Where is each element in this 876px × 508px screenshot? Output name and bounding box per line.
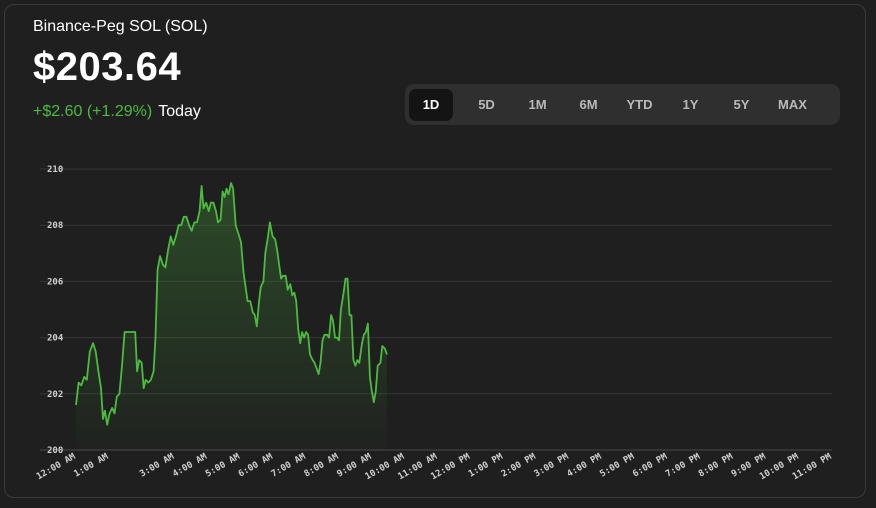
change-period: Today bbox=[158, 103, 201, 120]
x-tick-label: 1:00 AM bbox=[73, 452, 111, 480]
price-change: +$2.60 (+1.29%) bbox=[33, 103, 153, 120]
y-axis: 200 202 204 206 208 210 bbox=[47, 165, 64, 456]
y-tick-label: 200 bbox=[47, 446, 63, 456]
x-tick-label: 6:00 AM bbox=[237, 452, 275, 480]
range-1m-button[interactable]: 1M bbox=[528, 97, 547, 112]
x-tick-label: 5:00 PM bbox=[598, 452, 636, 480]
x-tick-label: 4:00 AM bbox=[171, 452, 209, 480]
chart-series bbox=[75, 182, 388, 450]
time-range-selector: 1D 5D 1M 6M YTD 1Y 5Y MAX bbox=[405, 84, 840, 125]
x-tick-label: 4:00 PM bbox=[566, 452, 604, 480]
range-5y-button[interactable]: 5Y bbox=[733, 97, 750, 112]
y-tick-label: 210 bbox=[47, 165, 63, 175]
x-tick-label: 7:00 AM bbox=[270, 452, 308, 480]
y-tick-label: 208 bbox=[47, 221, 63, 231]
x-tick-label: 12:00 AM bbox=[35, 452, 78, 483]
range-max-button[interactable]: MAX bbox=[778, 97, 807, 112]
y-tick-label: 202 bbox=[47, 390, 63, 400]
x-tick-label: 6:00 PM bbox=[631, 452, 669, 480]
y-tick-label: 206 bbox=[47, 277, 63, 287]
y-tick-label: 204 bbox=[47, 334, 64, 344]
range-1d-button[interactable]: 1D bbox=[409, 88, 453, 121]
x-tick-label: 8:00 AM bbox=[303, 452, 341, 480]
range-ytd-button[interactable]: YTD bbox=[626, 97, 653, 112]
asset-name: Binance-Peg SOL (SOL) bbox=[33, 18, 208, 35]
x-tick-label: 5:00 AM bbox=[204, 452, 242, 480]
x-tick-label: 2:00 PM bbox=[500, 452, 538, 480]
price-change-row: +$2.60 (+1.29%) Today bbox=[33, 103, 201, 121]
range-1y-button[interactable]: 1Y bbox=[682, 97, 699, 112]
price-line bbox=[75, 182, 388, 426]
x-tick-label: 1:00 PM bbox=[467, 452, 505, 480]
range-5d-button[interactable]: 5D bbox=[478, 97, 495, 112]
price-area-fill bbox=[76, 183, 387, 450]
x-tick-label: 7:00 PM bbox=[664, 452, 702, 480]
range-6m-button[interactable]: 6M bbox=[579, 97, 598, 112]
x-tick-label: 8:00 PM bbox=[697, 452, 735, 480]
x-tick-label: 3:00 PM bbox=[533, 452, 571, 480]
x-axis: 12:00 AM1:00 AM 3:00 AM4:00 AM5:00 AM6:00… bbox=[35, 452, 834, 483]
x-tick-label: 3:00 AM bbox=[138, 452, 176, 480]
current-price: $203.64 bbox=[33, 45, 182, 89]
